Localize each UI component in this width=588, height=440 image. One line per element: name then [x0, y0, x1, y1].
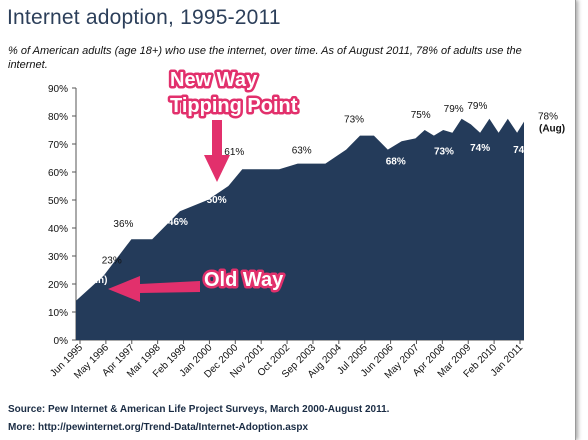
- annotation-new-way: New Way: [170, 69, 258, 91]
- annotation-old-way: Old Way: [204, 269, 284, 291]
- chart-svg: 0%10%20%30%40%50%60%70%80%90%Jun 1995May…: [48, 67, 565, 382]
- data-label: 73%: [434, 147, 454, 158]
- y-tick-label: 30%: [48, 252, 68, 263]
- y-tick-label: 70%: [48, 140, 68, 151]
- data-label: 14%: [82, 263, 102, 274]
- data-label: 36%: [113, 219, 133, 230]
- data-label: 78%: [538, 112, 558, 123]
- data-label-sub: (Aug): [539, 124, 565, 135]
- y-tick-label: 20%: [48, 280, 68, 291]
- data-label: 68%: [386, 157, 406, 168]
- annotations: New Way Tipping Point Old Way: [108, 67, 300, 302]
- y-tick-label: 90%: [48, 84, 68, 95]
- data-label: 61%: [224, 147, 244, 158]
- data-label: 74%: [470, 143, 490, 154]
- y-tick-label: 50%: [48, 196, 68, 207]
- y-tick-label: 0%: [54, 336, 69, 347]
- data-label: 79%: [467, 101, 487, 112]
- source-note: Source: Pew Internet & American Life Pro…: [8, 404, 390, 415]
- down-arrow-icon: [204, 120, 230, 182]
- data-label: 74%: [513, 145, 533, 156]
- annotation-tipping-point: Tipping Point: [170, 95, 298, 117]
- chart-title: Internet adoption, 1995-2011: [7, 6, 281, 29]
- data-label: 79%: [444, 104, 464, 115]
- data-label: 23%: [102, 256, 122, 267]
- data-label: 75%: [411, 110, 431, 121]
- y-tick-label: 40%: [48, 224, 68, 235]
- y-tick-label: 10%: [48, 308, 68, 319]
- data-labels: 14%(Jun) 23% 36% 46% 50% 61% 63% 68% 73% 75% 73% 79…: [82, 101, 565, 286]
- data-label-sub: (Jun): [83, 275, 107, 286]
- data-label: 73%: [344, 115, 364, 126]
- left-arrow-icon: [108, 276, 200, 302]
- more-link[interactable]: More: http://pewinternet.org/Trend-Data/…: [8, 422, 308, 433]
- y-tick-label: 60%: [48, 168, 68, 179]
- y-tick-label: 80%: [48, 112, 68, 123]
- chart-frame: Internet adoption, 1995-2011 % of Americ…: [7, 0, 576, 440]
- data-label: 63%: [292, 146, 312, 157]
- data-label: 50%: [207, 195, 227, 206]
- chart-subtitle: % of American adults (age 18+) who use t…: [8, 45, 522, 71]
- data-label: 46%: [168, 217, 188, 228]
